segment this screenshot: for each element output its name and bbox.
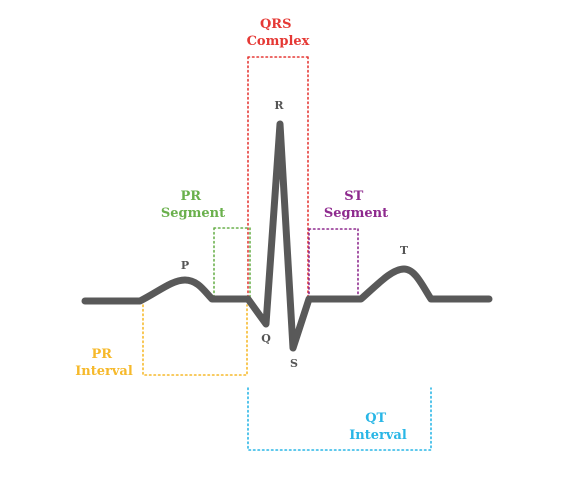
r-wave-label: R	[274, 99, 284, 112]
t-wave-label: T	[400, 244, 409, 257]
pr-interval-label-line2: Interval	[75, 364, 133, 379]
qt-interval-bracket	[247, 387, 432, 451]
qrs-complex-label: QRS Complex	[247, 17, 310, 49]
p-wave-label: P	[181, 259, 189, 272]
pr-segment-label-line1: PR	[180, 189, 201, 204]
q-wave-label: Q	[261, 332, 271, 345]
qrs-label-line2: Complex	[247, 34, 310, 49]
pr-interval-bracket	[142, 304, 248, 376]
qt-interval-label: QT Interval	[349, 411, 407, 443]
qrs-label-line1: QRS	[260, 17, 292, 32]
s-wave-label: S	[290, 357, 298, 370]
st-segment-bracket	[308, 228, 359, 298]
ecg-waveform	[81, 120, 493, 352]
qt-interval-label-line1: QT	[365, 411, 386, 426]
pr-interval-label-line1: PR	[91, 347, 112, 362]
pr-segment-bracket	[213, 227, 251, 298]
pr-interval-label: PR Interval	[75, 347, 133, 379]
pr-segment-label: PR Segment	[161, 189, 225, 221]
qt-interval-label-line2: Interval	[349, 428, 407, 443]
st-segment-label-line1: ST	[344, 189, 363, 204]
qrs-complex-bracket	[247, 56, 309, 301]
st-segment-label-line2: Segment	[324, 206, 388, 221]
pr-segment-label-line2: Segment	[161, 206, 225, 221]
st-segment-label: ST Segment	[324, 189, 388, 221]
